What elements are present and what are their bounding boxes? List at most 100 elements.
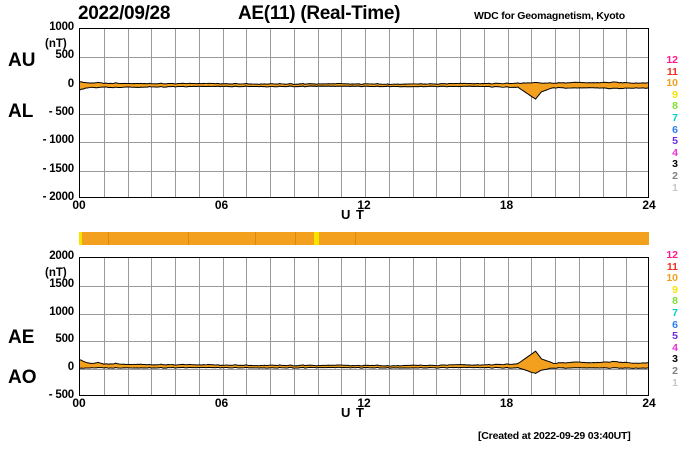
trace-fill bbox=[80, 351, 648, 374]
legend-level-3: 3 bbox=[672, 353, 678, 366]
gridline-vertical bbox=[104, 258, 105, 395]
legend-level-1: 1 bbox=[672, 376, 678, 389]
gridline-vertical bbox=[175, 258, 176, 395]
gridline-vertical bbox=[128, 29, 129, 197]
legend-level-4: 4 bbox=[672, 341, 678, 354]
activity-segment bbox=[314, 232, 319, 245]
gridline-vertical bbox=[223, 29, 224, 197]
legend-level-10: 10 bbox=[666, 77, 678, 90]
gridline-vertical bbox=[555, 258, 556, 395]
gridline-vertical bbox=[175, 29, 176, 197]
gridline-vertical bbox=[626, 258, 627, 395]
gridline-vertical bbox=[341, 258, 342, 395]
gridline-vertical bbox=[531, 258, 532, 395]
gridline-vertical bbox=[199, 29, 200, 197]
gridline-vertical bbox=[365, 29, 366, 197]
gridline-vertical bbox=[555, 29, 556, 197]
legend-level-1: 1 bbox=[672, 181, 678, 194]
gridline-horizontal bbox=[80, 341, 648, 342]
gridline-vertical bbox=[413, 258, 414, 395]
au-al-trace bbox=[80, 81, 648, 100]
activity-segment bbox=[79, 232, 83, 245]
activity-segment-divider bbox=[254, 232, 256, 245]
gridline-vertical bbox=[270, 258, 271, 395]
legend-level-12: 12 bbox=[666, 54, 678, 66]
trace-fill bbox=[80, 81, 648, 100]
gridline-vertical bbox=[246, 29, 247, 197]
legend-level-11: 11 bbox=[666, 65, 678, 78]
gridline-vertical bbox=[508, 258, 509, 395]
gridline-vertical bbox=[579, 29, 580, 197]
bottom-series-label-ao: AO bbox=[8, 367, 37, 388]
top-x-axis-title: U T bbox=[341, 207, 365, 222]
x-axis-tick-label: 06 bbox=[214, 198, 229, 212]
bottom-series-label-ae: AE bbox=[8, 327, 35, 348]
legend-level-2: 2 bbox=[672, 169, 678, 182]
gridline-vertical bbox=[436, 258, 437, 395]
legend-level-10: 10 bbox=[666, 272, 678, 285]
header-date: 2022/09/28 bbox=[78, 3, 171, 24]
bottom-unit-label: (nT) bbox=[45, 267, 67, 279]
top-unit-label: (nT) bbox=[45, 38, 67, 50]
gridline-horizontal bbox=[80, 114, 648, 115]
legend-level-2: 2 bbox=[672, 364, 678, 377]
bottom-level-legend: 12 11 10 9 8 7 6 5 4 3 2 1 bbox=[656, 249, 678, 389]
au-al-plot-area[interactable] bbox=[79, 28, 649, 198]
gridline-vertical bbox=[389, 29, 390, 197]
y-axis-tick-label: 0 bbox=[67, 361, 74, 374]
gridline-horizontal bbox=[80, 171, 648, 172]
gridline-vertical bbox=[223, 258, 224, 395]
x-axis-tick-label: 24 bbox=[642, 396, 656, 410]
legend-level-8: 8 bbox=[672, 100, 678, 113]
y-axis-tick-label: 2000 bbox=[49, 250, 74, 262]
gridline-vertical bbox=[460, 258, 461, 395]
y-axis-tick-label: - 1500 bbox=[42, 162, 75, 175]
gridline-vertical bbox=[270, 29, 271, 197]
legend-level-9: 9 bbox=[672, 283, 678, 296]
activity-segment-divider bbox=[107, 232, 109, 245]
gridline-vertical bbox=[151, 29, 152, 197]
legend-level-12: 12 bbox=[666, 249, 678, 261]
x-axis-tick-label: 18 bbox=[499, 396, 514, 410]
gridline-vertical bbox=[294, 258, 295, 395]
trace-line-lower bbox=[80, 85, 648, 100]
gridline-vertical bbox=[484, 258, 485, 395]
legend-level-4: 4 bbox=[672, 146, 678, 159]
y-axis-tick-label: - 500 bbox=[48, 389, 74, 401]
gridline-vertical bbox=[199, 258, 200, 395]
top-level-legend: 12 11 10 9 8 7 6 5 4 3 2 1 bbox=[656, 54, 678, 194]
gridline-vertical bbox=[603, 258, 604, 395]
gridline-vertical bbox=[151, 258, 152, 395]
top-series-label-al: AL bbox=[8, 101, 34, 122]
header-source: WDC for Geomagnetism, Kyoto bbox=[474, 10, 625, 22]
legend-level-6: 6 bbox=[672, 123, 678, 136]
activity-segment-divider bbox=[188, 232, 190, 245]
gridline-vertical bbox=[365, 258, 366, 395]
gridline-vertical bbox=[603, 29, 604, 197]
gridline-vertical bbox=[128, 258, 129, 395]
y-axis-tick-label: 1000 bbox=[49, 305, 74, 318]
trace-line-upper bbox=[80, 350, 648, 367]
gridline-horizontal bbox=[80, 57, 648, 58]
activity-level-bar bbox=[79, 232, 649, 245]
ae-ao-plot-area[interactable] bbox=[79, 257, 649, 396]
legend-level-5: 5 bbox=[672, 135, 678, 148]
legend-level-8: 8 bbox=[672, 295, 678, 308]
gridline-vertical bbox=[626, 29, 627, 197]
x-axis-tick-label: 12 bbox=[357, 198, 371, 212]
gridline-vertical bbox=[318, 29, 319, 197]
gridline-vertical bbox=[341, 29, 342, 197]
trace-line-lower bbox=[80, 366, 648, 375]
activity-segment-divider bbox=[354, 232, 356, 245]
legend-level-9: 9 bbox=[672, 88, 678, 101]
y-axis-tick-label: 500 bbox=[55, 49, 74, 62]
legend-level-3: 3 bbox=[672, 158, 678, 171]
gridline-vertical bbox=[508, 29, 509, 197]
y-axis-tick-label: - 2000 bbox=[42, 191, 75, 203]
y-axis-tick-label: 0 bbox=[67, 77, 74, 90]
legend-level-7: 7 bbox=[672, 111, 678, 124]
activity-segment-divider bbox=[295, 232, 297, 245]
y-axis-tick-label: - 1000 bbox=[42, 134, 75, 147]
legend-level-5: 5 bbox=[672, 330, 678, 343]
y-axis-tick-label: 1500 bbox=[49, 277, 74, 290]
